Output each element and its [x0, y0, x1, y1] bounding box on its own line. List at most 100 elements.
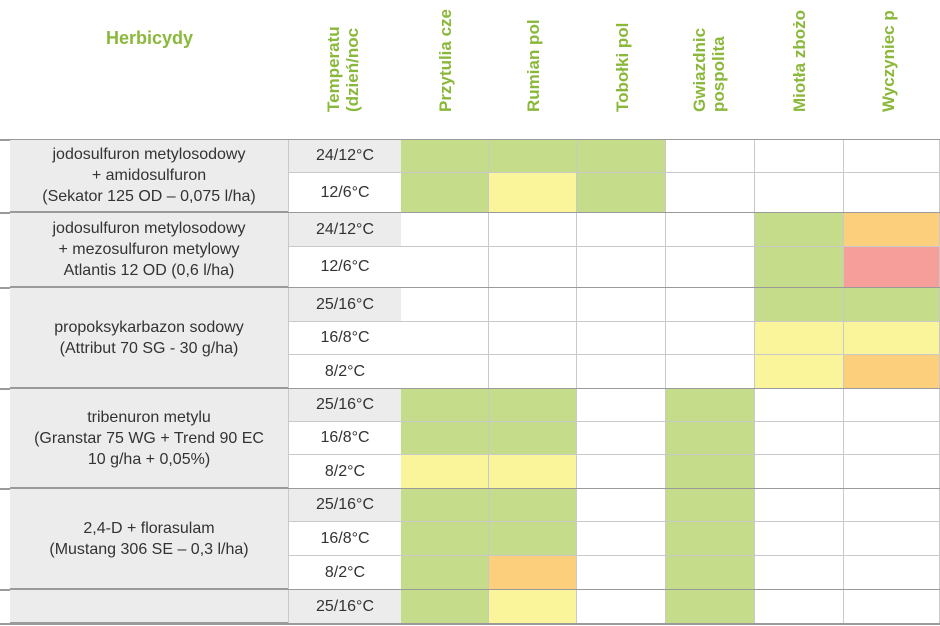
- efficacy-cell: [489, 522, 577, 556]
- temperature-value: 25/16°C: [289, 288, 401, 321]
- temperature-cell: 16/8°C: [288, 522, 401, 556]
- efficacy-cell: [666, 389, 755, 422]
- temperature-value: 8/2°C: [289, 355, 401, 388]
- efficacy-cell: [489, 489, 577, 522]
- efficacy-cell: [666, 522, 755, 556]
- efficacy-cell: [489, 590, 577, 624]
- column-header-3: Tobołki pol: [613, 22, 632, 112]
- efficacy-cell: [577, 140, 666, 173]
- efficacy-cell: [577, 556, 666, 590]
- temperature-cell: 16/8°C: [288, 322, 401, 355]
- herbicide-name: jodosulfuron metylosodowy + mezosulfuron…: [10, 213, 288, 288]
- efficacy-cell: [844, 455, 940, 489]
- efficacy-cell: [577, 355, 666, 389]
- efficacy-cell: [577, 322, 666, 355]
- temperature-value: 24/12°C: [289, 213, 401, 246]
- efficacy-cell: [755, 288, 844, 322]
- column-header-4: Gwiazdnic pospolita: [690, 27, 728, 112]
- efficacy-cell: [666, 288, 755, 322]
- efficacy-cell: [666, 247, 755, 288]
- efficacy-cell: [844, 213, 940, 247]
- efficacy-cell: [844, 422, 940, 455]
- efficacy-cell: [755, 322, 844, 355]
- herbicide-name: tribenuron metylu (Granstar 75 WG + Tren…: [10, 389, 288, 489]
- efficacy-cell: [489, 455, 577, 489]
- herbicide-name: 2,4-D + florasulam (Mustang 306 SE – 0,3…: [10, 489, 288, 590]
- efficacy-cell: [401, 355, 489, 389]
- temperature-cell: 8/2°C: [288, 355, 401, 389]
- efficacy-cell: [577, 455, 666, 489]
- efficacy-cell: [489, 355, 577, 389]
- efficacy-cell: [844, 173, 940, 213]
- efficacy-cell: [755, 455, 844, 489]
- efficacy-cell: [577, 389, 666, 422]
- efficacy-cell: [844, 355, 940, 389]
- efficacy-cell: [401, 489, 489, 522]
- efficacy-cell: [401, 247, 489, 288]
- efficacy-cell: [401, 213, 489, 247]
- efficacy-cell: [401, 556, 489, 590]
- efficacy-cell: [577, 422, 666, 455]
- efficacy-cell: [666, 489, 755, 522]
- efficacy-cell: [401, 140, 489, 173]
- column-header-0: Temperatu (dzień/noc: [324, 26, 362, 112]
- efficacy-cell: [844, 247, 940, 288]
- column-header-1: Przytulia cze: [436, 9, 455, 112]
- efficacy-cell: [755, 355, 844, 389]
- efficacy-cell: [577, 288, 666, 322]
- efficacy-cell: [401, 288, 489, 322]
- efficacy-cell: [755, 522, 844, 556]
- efficacy-cell: [489, 247, 577, 288]
- efficacy-cell: [755, 389, 844, 422]
- temperature-cell: 12/6°C: [288, 173, 401, 213]
- efficacy-cell: [755, 489, 844, 522]
- efficacy-cell: [844, 322, 940, 355]
- temperature-cell: 16/8°C: [288, 422, 401, 455]
- efficacy-cell: [489, 173, 577, 213]
- efficacy-cell: [489, 556, 577, 590]
- efficacy-cell: [755, 140, 844, 173]
- herbicides-column-title: Herbicydy: [106, 28, 194, 48]
- efficacy-cell: [401, 389, 489, 422]
- herbicide-name: [10, 590, 288, 624]
- efficacy-cell: [844, 389, 940, 422]
- temperature-cell: 8/2°C: [288, 455, 401, 489]
- efficacy-cell: [489, 322, 577, 355]
- efficacy-cell: [755, 556, 844, 590]
- temperature-value: 16/8°C: [289, 422, 401, 454]
- herbicide-name: jodosulfuron metylosodowy + amidosulfuro…: [10, 140, 288, 213]
- efficacy-cell: [666, 556, 755, 590]
- table-header: Herbicydy Temperatu (dzień/noc Przytulia …: [0, 0, 940, 140]
- efficacy-cell: [401, 322, 489, 355]
- efficacy-cell: [489, 140, 577, 173]
- efficacy-cell: [755, 213, 844, 247]
- efficacy-cell: [755, 590, 844, 624]
- efficacy-cell: [577, 173, 666, 213]
- herbicide-name: propoksykarbazon sodowy (Attribut 70 SG …: [10, 288, 288, 389]
- temperature-value: 8/2°C: [289, 556, 401, 589]
- efficacy-cell: [844, 556, 940, 590]
- temperature-value: 12/6°C: [289, 247, 401, 287]
- efficacy-cell: [666, 213, 755, 247]
- efficacy-cell: [489, 288, 577, 322]
- efficacy-cell: [755, 422, 844, 455]
- temperature-cell: 12/6°C: [288, 247, 401, 288]
- efficacy-cell: [401, 590, 489, 624]
- efficacy-cell: [666, 140, 755, 173]
- group-divider: [0, 623, 940, 625]
- temperature-value: 25/16°C: [289, 489, 401, 521]
- efficacy-cell: [401, 522, 489, 556]
- temperature-value: 25/16°C: [289, 389, 401, 421]
- temperature-value: 25/16°C: [289, 590, 401, 623]
- efficacy-cell: [844, 140, 940, 173]
- temperature-value: 24/12°C: [289, 140, 401, 172]
- temperature-cell: 25/16°C: [288, 590, 401, 624]
- efficacy-cell: [489, 213, 577, 247]
- efficacy-cell: [577, 247, 666, 288]
- temperature-value: 16/8°C: [289, 522, 401, 555]
- efficacy-cell: [844, 288, 940, 322]
- efficacy-cell: [666, 322, 755, 355]
- column-header-6: Wyczyniec p: [879, 10, 898, 112]
- efficacy-cell: [666, 590, 755, 624]
- efficacy-cell: [401, 173, 489, 213]
